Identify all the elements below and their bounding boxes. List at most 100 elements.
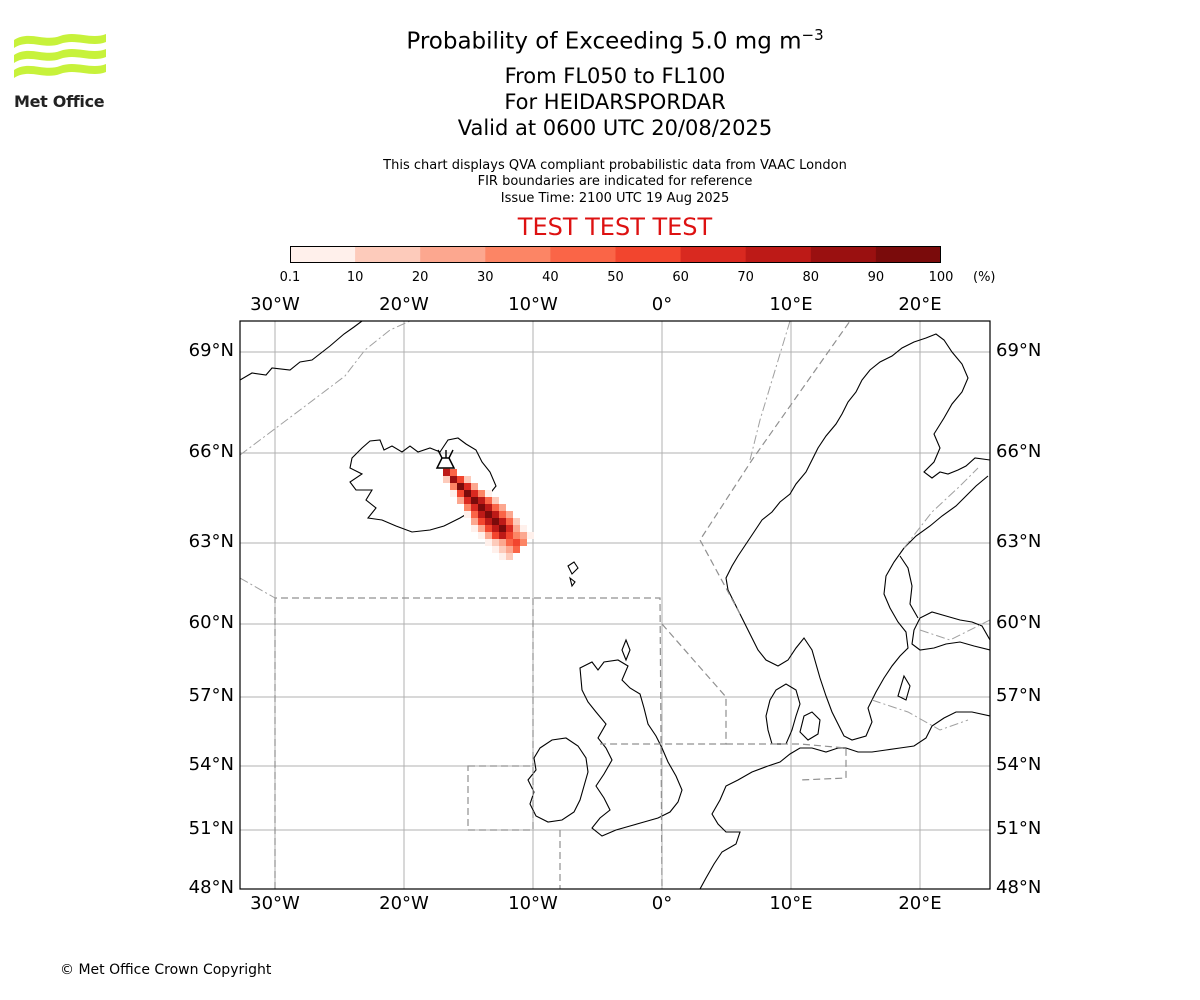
plume-cell <box>471 525 478 532</box>
latitude-label: 63°N <box>188 531 234 552</box>
plume-cell <box>527 532 534 539</box>
latitude-label: 48°N <box>188 877 234 898</box>
plume-cell <box>485 497 492 504</box>
longitude-label: 0° <box>651 893 673 914</box>
plume-cell <box>513 546 520 553</box>
colorbar-tick-label: 100 <box>928 270 954 285</box>
colorbar-swatch <box>810 246 877 263</box>
longitude-label: 20°E <box>898 893 942 914</box>
scandinavia-coast <box>725 333 990 741</box>
valid-time: Valid at 0600 UTC 20/08/2025 <box>457 116 773 140</box>
longitude-label: 30°W <box>250 294 300 315</box>
issue-time: Issue Time: 2100 UTC 19 Aug 2025 <box>500 191 730 206</box>
colorbar-swatch <box>615 246 682 263</box>
colorbar-tick-label: 90 <box>867 270 885 285</box>
colorbar-swatch <box>745 246 812 263</box>
plume-cell <box>506 546 513 553</box>
colorbar-swatches <box>290 246 942 263</box>
plume-cell <box>471 511 478 518</box>
plume-cell <box>478 525 485 532</box>
graticule <box>240 321 990 889</box>
location-name: For HEIDARSPORDAR <box>504 90 726 114</box>
latitude-label: 57°N <box>188 685 234 706</box>
plume-cell <box>450 483 457 490</box>
copyright-notice: © Met Office Crown Copyright <box>60 962 272 978</box>
longitude-label: 20°E <box>898 294 942 315</box>
plume-cell <box>471 490 478 497</box>
plume-cell <box>457 483 464 490</box>
gotland <box>897 674 911 701</box>
met-office-waves-icon <box>14 34 106 78</box>
colorbar-tick-label: 20 <box>411 270 429 285</box>
plume-cell <box>471 504 478 511</box>
plume-cell <box>492 525 499 532</box>
plume-cell <box>513 525 520 532</box>
plume-cell <box>492 497 499 504</box>
plume-cell <box>492 532 499 539</box>
shetland <box>621 638 631 662</box>
sweden-inland-border <box>899 555 919 619</box>
test-banner: TEST TEST TEST <box>517 213 713 241</box>
latitude-label: 69°N <box>996 340 1042 361</box>
longitude-label: 20°W <box>379 294 429 315</box>
baltic-coast <box>845 711 990 753</box>
plume-cell <box>499 553 506 560</box>
colorbar-swatch <box>290 246 356 263</box>
longitude-label: 10°E <box>769 893 813 914</box>
latitude-label: 54°N <box>996 754 1042 775</box>
plume-cell <box>464 483 471 490</box>
plume-cell <box>492 504 499 511</box>
latitude-label: 51°N <box>996 818 1042 839</box>
plume-cell <box>464 490 471 497</box>
latitude-label: 51°N <box>188 818 234 839</box>
plume-cell <box>478 504 485 511</box>
plume-cell <box>464 504 471 511</box>
plume-cell <box>513 532 520 539</box>
colorbar-tick-label: 10 <box>346 270 364 285</box>
plume-cell <box>513 539 520 546</box>
plume-cell <box>485 490 492 497</box>
latitude-label: 48°N <box>996 877 1042 898</box>
met-office-logo <box>14 30 106 90</box>
plume-cell <box>457 476 464 483</box>
colorbar-tick-label: 40 <box>542 270 559 285</box>
plume-cell <box>499 504 506 511</box>
plume-cell <box>499 532 506 539</box>
colorbar-tick-label: 30 <box>477 270 494 285</box>
plume-cell <box>499 511 506 518</box>
plume-cell <box>492 511 499 518</box>
greenland-coast <box>240 321 363 381</box>
colorbar-swatch <box>420 246 486 263</box>
plume-cell <box>478 511 485 518</box>
plume-cell <box>464 497 471 504</box>
plume-cell <box>471 497 478 504</box>
colorbar-tick-label: 50 <box>607 270 624 285</box>
plume-cell <box>443 469 450 476</box>
colorbar-swatch <box>550 246 616 263</box>
colorbar-swatch <box>485 246 551 263</box>
plume-cell <box>499 525 506 532</box>
latitude-label: 66°N <box>188 441 234 462</box>
volcano-marker-icon <box>435 449 456 469</box>
plume-cell <box>485 511 492 518</box>
colorbar-tick-label: 0.1 <box>279 270 301 285</box>
longitude-label: 0° <box>651 294 673 315</box>
longitude-label: 20°W <box>379 893 429 914</box>
plume-cell <box>513 518 520 525</box>
plume-cell <box>506 553 513 560</box>
fir-note: FIR boundaries are indicated for referen… <box>477 174 753 189</box>
plume-cell <box>506 539 513 546</box>
colorbar-tick-label: 70 <box>737 270 754 285</box>
plume-cell <box>520 525 527 532</box>
colorbar <box>290 246 942 263</box>
latitude-label: 54°N <box>188 754 234 775</box>
latitude-label: 60°N <box>996 612 1042 633</box>
ireland-coast <box>527 737 589 823</box>
probability-plume <box>443 462 534 560</box>
plume-cell <box>506 532 513 539</box>
great-britain-coast <box>579 659 683 837</box>
faroe-islands <box>567 561 579 588</box>
plume-cell <box>464 511 471 518</box>
plume-cell <box>457 497 464 504</box>
